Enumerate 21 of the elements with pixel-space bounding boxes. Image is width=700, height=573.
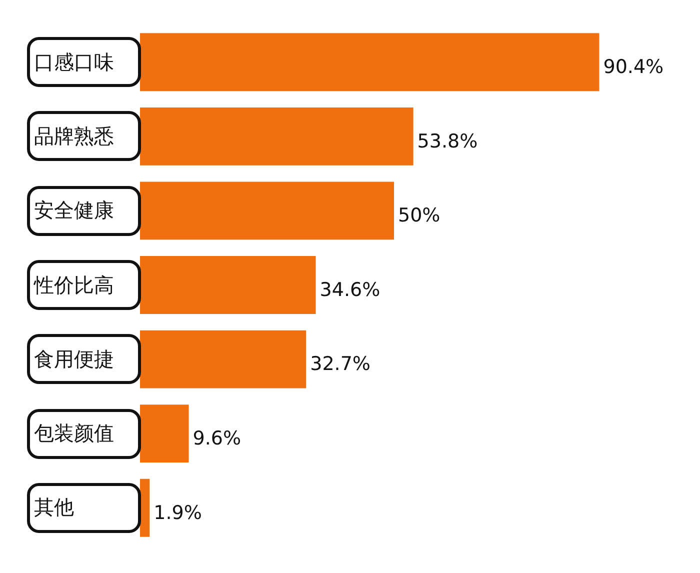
y-tick-label: 安全健康 [27,186,141,236]
bar [140,107,414,166]
bar [140,33,600,92]
bar [140,182,394,240]
y-tick-label: 性价比高 [27,260,141,310]
bar [140,404,189,463]
y-tick-label: 食用便捷 [27,334,141,384]
bar [140,330,306,388]
data-label: 32.7% [310,353,370,376]
data-label: 50% [398,204,440,227]
y-tick-label: 包装颜值 [27,408,141,459]
y-tick-label: 其他 [27,482,141,533]
bar [140,478,150,537]
y-tick-label: 品牌熟悉 [27,111,141,162]
data-label: 9.6% [192,428,242,450]
data-label: 1.9% [154,502,202,524]
bar [140,256,316,314]
data-label: 90.4% [603,56,664,78]
data-label: 53.8% [417,130,478,152]
y-tick-label: 口感口味 [27,37,141,88]
data-label: 34.6% [320,278,380,301]
